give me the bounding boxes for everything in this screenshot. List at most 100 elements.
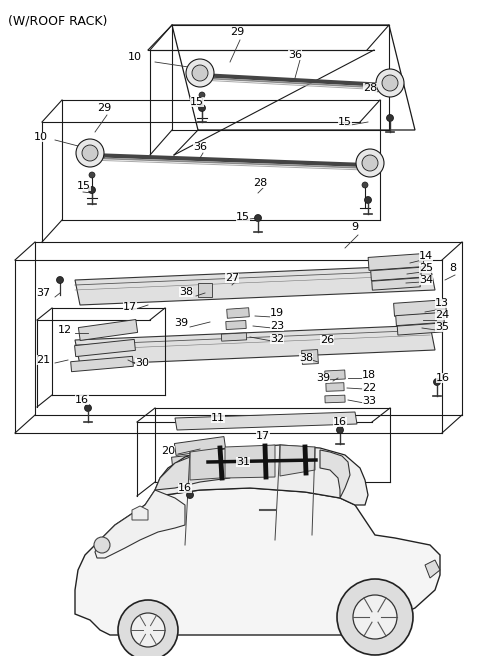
Circle shape [376,69,404,97]
Text: 15: 15 [77,181,91,191]
Text: 29: 29 [230,27,244,37]
Polygon shape [78,319,138,340]
Polygon shape [425,560,440,578]
Text: 10: 10 [34,132,48,142]
Text: 8: 8 [449,263,456,273]
Circle shape [386,115,394,121]
Circle shape [57,276,63,283]
Text: 28: 28 [253,178,267,188]
Text: 17: 17 [256,431,270,441]
Polygon shape [175,412,357,430]
Polygon shape [221,333,247,341]
Text: 28: 28 [363,83,377,93]
Circle shape [336,426,344,434]
Text: (W/ROOF RACK): (W/ROOF RACK) [8,14,108,27]
Circle shape [382,75,398,91]
Polygon shape [397,323,443,335]
Circle shape [192,65,208,81]
Polygon shape [225,445,275,478]
Text: 15: 15 [236,212,250,222]
Text: 15: 15 [338,117,352,127]
Polygon shape [71,356,133,372]
Polygon shape [172,25,415,130]
Circle shape [254,215,262,222]
Circle shape [199,92,205,98]
Polygon shape [75,488,440,635]
Circle shape [362,182,368,188]
Text: 20: 20 [161,446,175,456]
Text: 25: 25 [419,263,433,273]
Circle shape [186,59,214,87]
Text: 11: 11 [211,413,225,423]
Text: 26: 26 [320,335,334,345]
Circle shape [199,104,205,112]
Text: 17: 17 [123,302,137,312]
Circle shape [76,139,104,167]
Text: 16: 16 [178,483,192,493]
Text: 39: 39 [316,373,330,383]
Polygon shape [75,325,435,365]
Circle shape [118,600,178,656]
Text: 30: 30 [135,358,149,368]
Circle shape [94,537,110,553]
Polygon shape [325,370,345,380]
Polygon shape [95,490,185,558]
Text: 16: 16 [436,373,450,383]
Circle shape [89,172,95,178]
Circle shape [364,197,372,203]
Polygon shape [372,278,420,290]
Text: 27: 27 [225,273,239,283]
Polygon shape [75,265,435,305]
Text: 36: 36 [288,50,302,60]
Circle shape [187,491,193,499]
Text: 22: 22 [362,383,376,393]
Text: 15: 15 [190,97,204,107]
Circle shape [353,595,397,639]
Text: 12: 12 [58,325,72,335]
Polygon shape [190,448,220,480]
Text: 23: 23 [270,321,284,331]
Polygon shape [394,300,446,316]
Text: 37: 37 [36,288,50,298]
Circle shape [131,613,165,647]
Text: 18: 18 [362,370,376,380]
Polygon shape [74,339,135,357]
Polygon shape [320,450,350,498]
Circle shape [337,579,413,655]
Polygon shape [371,267,421,281]
Polygon shape [226,321,246,329]
Text: 35: 35 [435,322,449,332]
Text: 38: 38 [299,353,313,363]
Text: 29: 29 [97,103,111,113]
Polygon shape [168,466,223,480]
Polygon shape [132,506,148,520]
Text: 14: 14 [419,251,433,261]
Text: 36: 36 [193,142,207,152]
Circle shape [356,149,384,177]
Polygon shape [227,308,249,318]
Text: 31: 31 [236,457,250,467]
Polygon shape [396,312,444,325]
Polygon shape [171,452,225,468]
Polygon shape [155,448,230,490]
Polygon shape [145,445,368,505]
Circle shape [88,186,96,194]
Text: 33: 33 [362,396,376,406]
Text: 16: 16 [75,395,89,405]
Text: 38: 38 [179,287,193,297]
Polygon shape [301,350,318,365]
Circle shape [362,155,378,171]
Polygon shape [174,437,226,455]
Text: 10: 10 [128,52,142,62]
Text: 32: 32 [270,334,284,344]
Circle shape [82,145,98,161]
Circle shape [84,405,92,411]
Text: 9: 9 [351,222,359,232]
Text: 34: 34 [419,275,433,285]
Circle shape [433,379,441,386]
Polygon shape [280,445,315,476]
Polygon shape [368,254,424,270]
Text: 19: 19 [270,308,284,318]
Text: 13: 13 [435,298,449,308]
Polygon shape [198,283,212,297]
